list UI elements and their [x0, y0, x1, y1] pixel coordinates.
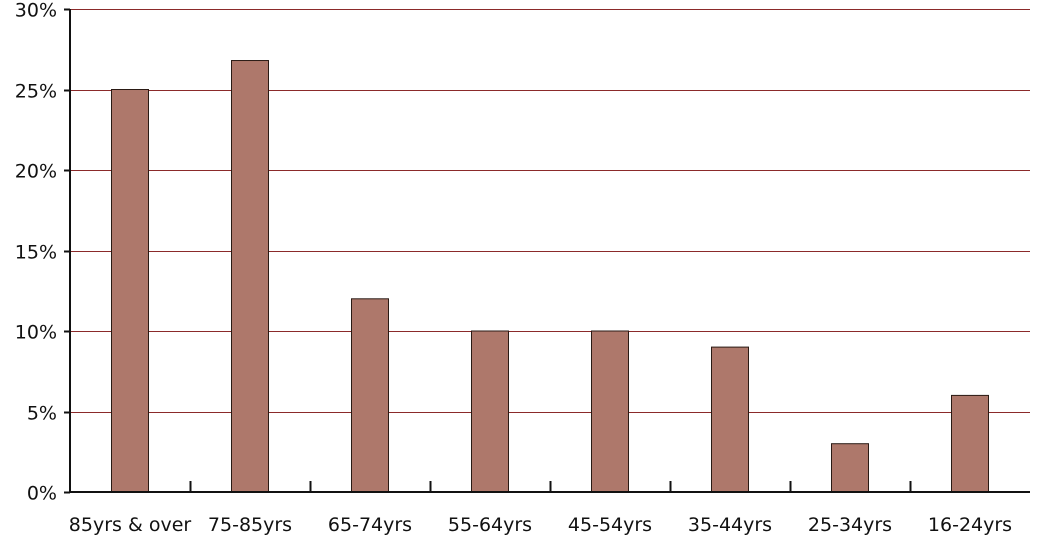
y-tick-label: 25% — [15, 81, 57, 103]
bars — [111, 60, 989, 493]
y-tick-label: 30% — [15, 0, 57, 22]
x-tick-label: 55-64yrs — [448, 514, 532, 536]
x-tick-label: 75-85yrs — [208, 514, 292, 536]
x-tick-label: 85yrs & over — [69, 514, 192, 536]
y-tick-label: 10% — [15, 322, 57, 344]
bar-85yrs-over — [111, 89, 149, 493]
y-tick-label: 5% — [27, 403, 57, 425]
axes — [64, 8, 1030, 494]
x-tick-label: 65-74yrs — [328, 514, 412, 536]
bar-16-24yrs — [951, 394, 989, 493]
bar-35-44yrs — [711, 346, 749, 493]
bar-45-54yrs — [591, 330, 629, 493]
x-tick-label: 35-44yrs — [688, 514, 772, 536]
tick-labels: 0% 5% 10% 15% 20% 25% 30% 85yrs & over 75-85yrs 6… — [15, 0, 1012, 536]
y-tick-label: 0% — [27, 483, 57, 505]
x-tick-label: 16-24yrs — [928, 514, 1012, 536]
bar-55-64yrs — [471, 330, 509, 493]
grid-lines — [70, 9, 1030, 413]
y-tick-label: 20% — [15, 161, 57, 183]
x-tick-label: 25-34yrs — [808, 514, 892, 536]
bar-25-34yrs — [831, 443, 869, 493]
bar-75-85yrs — [231, 60, 269, 493]
y-tick-label: 15% — [15, 242, 57, 264]
bar-65-74yrs — [351, 298, 389, 493]
x-tick-label: 45-54yrs — [568, 514, 652, 536]
